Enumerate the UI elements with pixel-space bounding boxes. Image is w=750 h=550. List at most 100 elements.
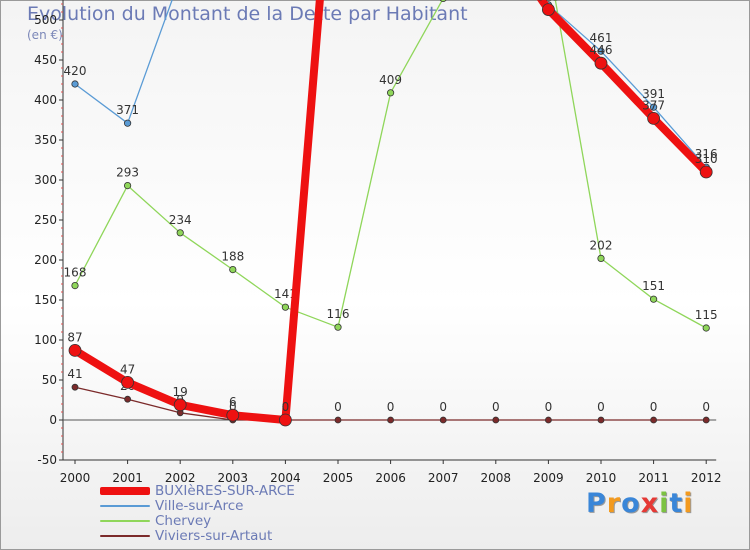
data-label: 202 — [590, 238, 613, 252]
data-point — [71, 281, 79, 290]
data-point — [71, 80, 79, 88]
data-point — [124, 119, 132, 127]
x-tick-label: 2011 — [638, 471, 669, 485]
legend-swatch — [100, 487, 150, 495]
data-label: 141 — [274, 287, 297, 301]
chart-title: Evolution du Montant de la Dette par Hab… — [27, 3, 468, 25]
data-label: 420 — [64, 64, 87, 78]
data-label: 310 — [695, 152, 718, 166]
y-tick-label: 350 — [34, 133, 57, 147]
x-tick-label: 2003 — [218, 471, 249, 485]
data-label: 446 — [590, 43, 613, 57]
y-tick-label: 150 — [34, 293, 57, 307]
data-point — [173, 398, 187, 412]
data-label: 47 — [120, 362, 135, 376]
x-tick-label: 2009 — [533, 471, 564, 485]
legend-swatch — [100, 520, 150, 522]
data-label: 377 — [642, 98, 665, 112]
y-tick-label: 200 — [34, 253, 57, 267]
x-tick-label: 2005 — [323, 471, 354, 485]
data-label: 0 — [492, 400, 500, 414]
data-label: 0 — [334, 400, 342, 414]
y-tick-label: 500 — [34, 13, 57, 27]
legend-swatch — [100, 535, 150, 537]
legend-item: Chervey — [100, 513, 360, 529]
data-label: 0 — [387, 400, 395, 414]
data-label: 151 — [642, 279, 665, 293]
legend-swatch — [100, 505, 150, 507]
data-point — [334, 416, 342, 424]
data-label: 115 — [695, 308, 718, 322]
data-point — [387, 416, 395, 424]
data-point — [647, 112, 660, 125]
x-tick-label: 2012 — [691, 471, 722, 485]
data-label: 513 — [537, 0, 560, 4]
data-point — [226, 408, 240, 422]
logo-letter: P — [586, 488, 607, 519]
legend-label: Ville-sur-Arce — [155, 498, 244, 514]
data-point — [334, 323, 342, 331]
data-point — [124, 182, 132, 190]
data-label: 234 — [169, 213, 192, 227]
x-tick-label: 2001 — [112, 471, 143, 485]
data-point — [649, 103, 658, 111]
legend-label: BUXIèRES-SUR-ARCE — [155, 483, 295, 499]
data-label: 0 — [229, 400, 237, 414]
data-point — [597, 254, 605, 262]
data-label: 409 — [379, 73, 402, 87]
data-point — [650, 416, 657, 424]
proxiti-logo: Proxiti — [586, 488, 694, 519]
data-point — [281, 303, 289, 311]
logo-letter: i — [659, 488, 670, 519]
data-label: 19 — [173, 385, 188, 399]
x-tick-label: 2007 — [428, 471, 459, 485]
data-point — [649, 295, 658, 303]
data-label: 0 — [282, 400, 290, 414]
logo-letter: r — [606, 488, 622, 519]
data-label: 461 — [590, 31, 613, 45]
legend-label: Viviers-sur-Artaut — [155, 528, 273, 544]
data-label: 0 — [439, 400, 447, 414]
data-point — [68, 343, 82, 357]
data-point — [702, 416, 710, 424]
data-point — [702, 324, 710, 332]
data-label: 0 — [545, 400, 553, 414]
y-tick-label: 250 — [34, 213, 57, 227]
x-tick-label: 2006 — [375, 471, 406, 485]
x-tick-label: 2010 — [586, 471, 617, 485]
legend-item: BUXIèRES-SUR-ARCE — [100, 483, 360, 499]
data-point — [386, 89, 395, 97]
logo-letter: o — [621, 488, 641, 519]
data-label: 168 — [64, 266, 87, 280]
data-label: 6 — [229, 395, 237, 409]
data-point — [597, 416, 605, 424]
data-label: 41 — [67, 367, 82, 381]
logo-letter: t — [669, 488, 684, 519]
data-label: 371 — [116, 103, 139, 117]
data-point — [439, 416, 447, 424]
x-tick-label: 2002 — [165, 471, 196, 485]
x-tick-label: 2008 — [481, 471, 512, 485]
data-point — [439, 0, 447, 2]
data-label: 0 — [597, 400, 605, 414]
data-point — [594, 56, 608, 70]
y-tick-label: 450 — [34, 53, 57, 67]
data-point — [597, 47, 605, 55]
y-tick-label: 0 — [49, 413, 57, 427]
data-label: 188 — [221, 250, 244, 264]
data-label: 316 — [695, 147, 718, 161]
y-tick-label: -50 — [37, 453, 57, 467]
chart-legend: BUXIèRES-SUR-ARCE Ville-sur-Arce Chervey Vi… — [100, 483, 360, 544]
data-point — [121, 375, 134, 389]
data-label: 116 — [327, 307, 350, 321]
data-point — [124, 395, 131, 403]
data-point — [71, 383, 79, 391]
legend-item: Ville-sur-Arce — [100, 498, 360, 514]
x-tick-label: 2004 — [270, 471, 301, 485]
data-point — [492, 416, 500, 424]
legend-item: Viviers-sur-Artaut — [100, 528, 360, 544]
data-point — [545, 416, 552, 424]
data-point — [278, 413, 292, 427]
y-tick-label: 400 — [34, 93, 57, 107]
data-point — [542, 3, 555, 16]
